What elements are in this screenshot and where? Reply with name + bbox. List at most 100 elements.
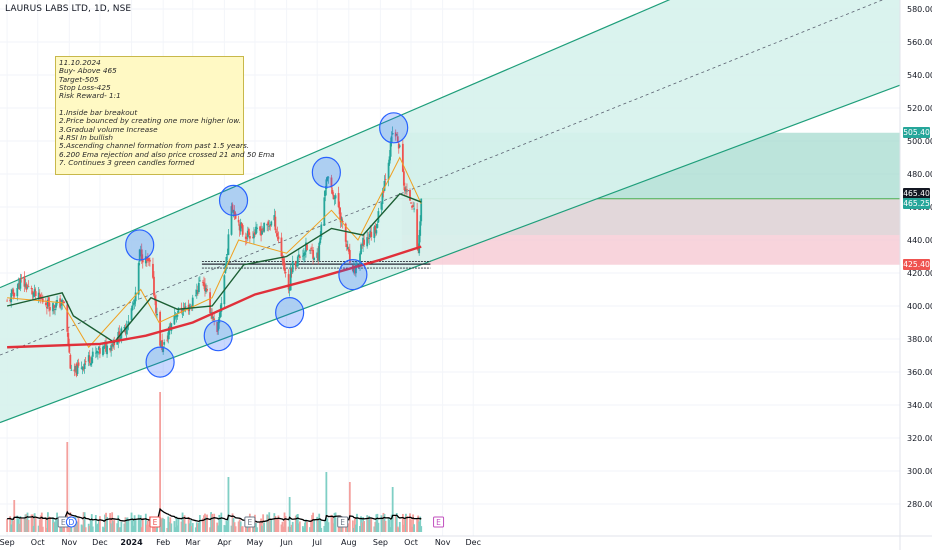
- candle-body: [333, 197, 336, 200]
- price-badge: 465.40: [903, 187, 930, 199]
- volume-bar: [54, 521, 56, 532]
- candle-body: [32, 292, 35, 297]
- candle-body: [75, 363, 78, 376]
- candle-body: [154, 296, 156, 301]
- candle-body: [410, 202, 412, 204]
- volume-bar: [280, 524, 283, 532]
- volume-bar: [167, 516, 170, 532]
- volume-bar: [330, 514, 333, 532]
- candle-body: [339, 212, 342, 223]
- volume-bar: [123, 523, 126, 532]
- volume-bar: [224, 525, 227, 532]
- candle-body: [84, 361, 87, 363]
- volume-bar: [356, 513, 358, 532]
- candle-body: [262, 228, 265, 231]
- volume-bar: [120, 521, 123, 532]
- volume-bar: [355, 524, 357, 532]
- candle-body: [182, 308, 185, 313]
- volume-bar: [268, 512, 271, 532]
- volume-bar: [124, 517, 127, 532]
- swing-circle: [218, 184, 249, 216]
- x-tick-label: Jul: [311, 538, 322, 547]
- candle-body: [155, 300, 157, 314]
- candle-body: [305, 242, 307, 252]
- candle-body: [397, 143, 400, 149]
- candle-body: [347, 249, 350, 252]
- candle-body: [232, 209, 235, 214]
- candle-body: [373, 226, 376, 239]
- x-tick-label: Feb: [156, 538, 170, 547]
- candle-body: [395, 134, 398, 136]
- volume-bar: [174, 527, 177, 532]
- candle-body: [367, 237, 370, 240]
- volume-bar: [197, 522, 200, 532]
- volume-bar: [20, 518, 23, 532]
- volume-bar: [318, 513, 321, 532]
- volume-bar: [213, 513, 216, 532]
- volume-bar: [417, 515, 420, 532]
- candle-body: [49, 307, 51, 311]
- y-tick-label: 380.00: [907, 335, 932, 344]
- candle-body: [76, 364, 79, 374]
- volume-bar: [244, 524, 247, 532]
- event-letter: E: [61, 518, 66, 527]
- candle-body: [226, 253, 229, 255]
- note-line: Stop Loss-425: [59, 83, 111, 93]
- volume-bar: [112, 520, 115, 532]
- candle-body: [327, 177, 330, 179]
- volume-bar: [302, 526, 304, 532]
- volume-bar: [66, 442, 69, 532]
- volume-bar: [140, 527, 143, 532]
- candle-body: [63, 301, 66, 303]
- volume-bar: [98, 519, 100, 532]
- candle-body: [139, 250, 142, 252]
- candle-body: [362, 237, 364, 246]
- volume-bar: [31, 514, 34, 532]
- candle-body: [180, 307, 183, 313]
- volume-bar: [387, 517, 390, 532]
- volume-bar: [196, 523, 199, 532]
- volume-bar: [26, 512, 29, 532]
- volume-bar: [219, 518, 222, 532]
- candle-body: [297, 254, 300, 257]
- volume-bar: [303, 527, 305, 532]
- candle-body: [103, 345, 105, 350]
- candle-body: [281, 255, 284, 261]
- candle-body: [38, 294, 41, 298]
- price-axis: 580.00560.00540.00520.00500.00480.00460.…: [899, 0, 932, 550]
- volume-bar: [118, 527, 121, 532]
- candle-body: [266, 223, 269, 226]
- candle-body: [290, 268, 293, 272]
- candle-body: [17, 283, 20, 289]
- candle-body: [238, 224, 241, 231]
- candle-body: [341, 220, 344, 223]
- volume-bar: [270, 519, 273, 532]
- candle-body: [325, 179, 328, 190]
- volume-bar: [105, 512, 107, 532]
- volume-bar: [111, 512, 114, 532]
- candle-body: [52, 303, 54, 312]
- volume-bar: [37, 525, 40, 532]
- volume-bar: [269, 518, 272, 532]
- candle-body: [156, 313, 158, 316]
- volume-bar: [109, 513, 112, 532]
- volume-bar: [234, 526, 237, 532]
- volume-bar: [216, 522, 219, 532]
- volume-bar: [305, 519, 307, 532]
- swing-circle: [338, 259, 368, 291]
- candle-body: [394, 132, 397, 137]
- volume-bar: [287, 526, 290, 532]
- candle-body: [280, 237, 283, 257]
- volume-bar: [88, 525, 91, 532]
- volume-bar: [220, 512, 223, 532]
- volume-bar: [76, 521, 79, 532]
- candle-body: [304, 252, 306, 255]
- candle-body: [233, 211, 236, 215]
- candle-body: [112, 341, 115, 347]
- trade-note[interactable]: 11.10.2024 Buy- Above 465 Target-505 Stop L…: [55, 56, 275, 175]
- volume-bar: [327, 522, 330, 532]
- note-line: 1.Inside bar breakout: [59, 108, 138, 118]
- candle-body: [318, 242, 321, 261]
- volume-bar: [13, 500, 16, 532]
